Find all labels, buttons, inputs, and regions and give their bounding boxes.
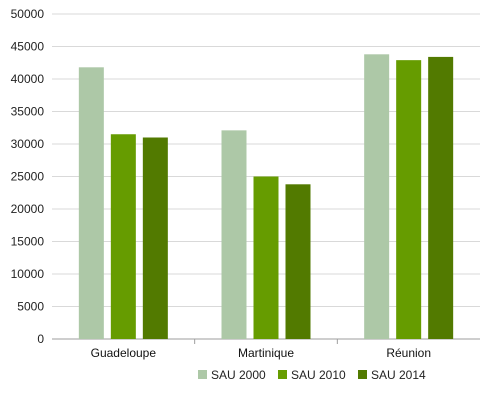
y-tick-label: 40000: [11, 72, 45, 86]
bar-guadeloupe-sau-2014: [142, 137, 168, 339]
y-tick-label: 10000: [11, 267, 45, 281]
y-tick-label: 15000: [11, 235, 45, 249]
y-tick-label: 35000: [11, 105, 45, 119]
bar-guadeloupe-sau-2010: [110, 134, 136, 339]
legend-swatch: [358, 370, 367, 379]
legend-swatch: [278, 370, 287, 379]
y-tick-label: 0: [37, 332, 44, 346]
y-tick-label: 5000: [17, 300, 44, 314]
legend-label: SAU 2014: [371, 368, 426, 382]
legend-label: SAU 2010: [291, 368, 346, 382]
bar-r-union-sau-2010: [396, 60, 422, 340]
legend-swatch: [198, 370, 207, 379]
y-tick-label: 50000: [11, 7, 45, 21]
bar-martinique-sau-2000: [221, 130, 247, 339]
y-tick-label: 45000: [11, 40, 45, 54]
axis-layer: 0 5000 10000 15000 20000 25000 30000 35000 40000…: [11, 7, 480, 360]
bar-guadeloupe-sau-2000: [78, 67, 104, 340]
legend: SAU 2000 SAU 2010 SAU 2014: [198, 368, 426, 382]
legend-label: SAU 2000: [211, 368, 266, 382]
bar-r-union-sau-2000: [364, 54, 390, 340]
x-tick-label: Martinique: [238, 346, 294, 360]
bar-martinique-sau-2014: [285, 184, 311, 339]
y-tick-label: 25000: [11, 170, 45, 184]
x-tick-label: Guadeloupe: [91, 346, 157, 360]
y-tick-label: 30000: [11, 137, 45, 151]
bars-layer: [78, 54, 454, 340]
y-tick-label: 20000: [11, 202, 45, 216]
bar-r-union-sau-2014: [428, 56, 454, 340]
x-tick-label: Réunion: [386, 346, 431, 360]
bar-martinique-sau-2010: [253, 176, 279, 339]
